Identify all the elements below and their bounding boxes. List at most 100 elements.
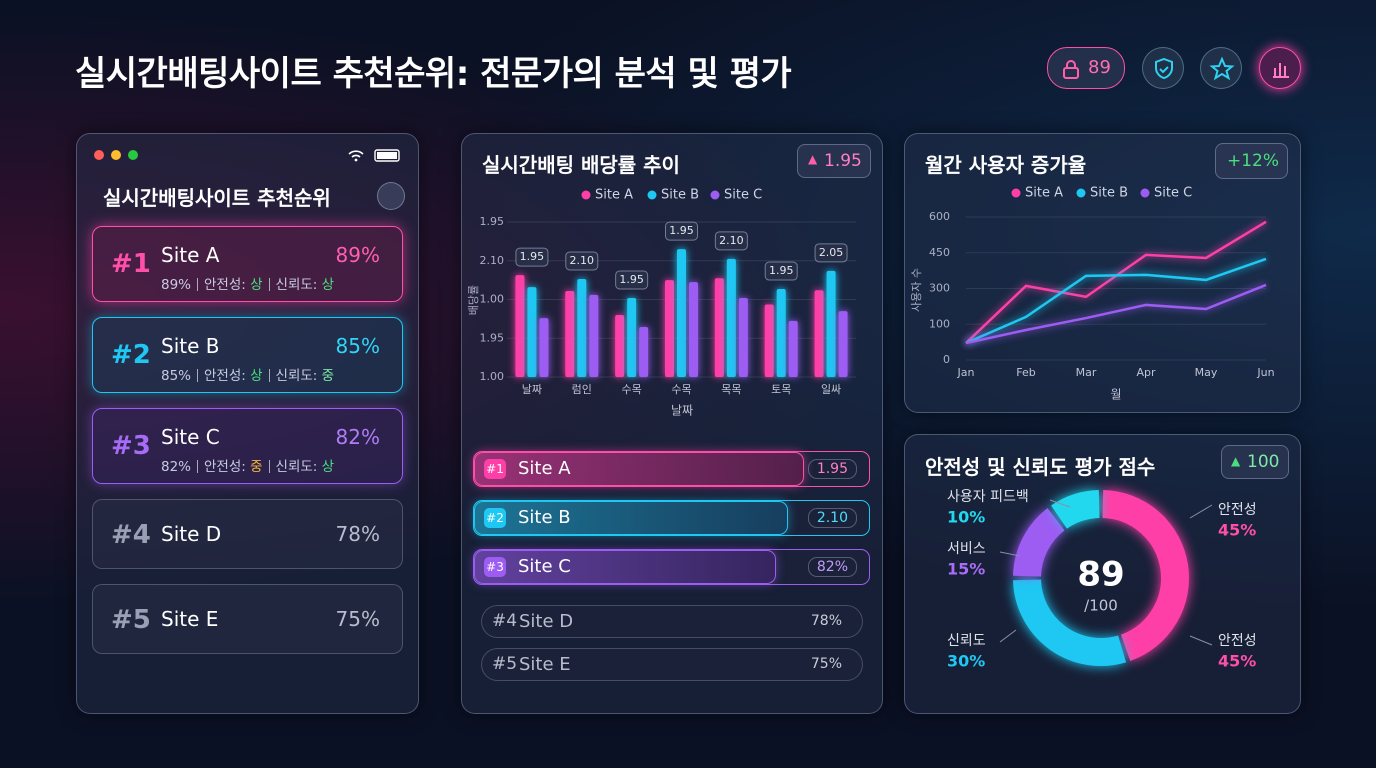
segment-label: 30% xyxy=(947,652,985,671)
callout-box xyxy=(615,270,649,290)
odds-badge-value: 1.95 xyxy=(824,151,862,171)
star-button[interactable] xyxy=(1200,47,1242,89)
callout-box xyxy=(814,243,848,263)
bar xyxy=(577,278,587,377)
rank: #5 xyxy=(492,654,518,674)
leader-line xyxy=(1049,499,1071,508)
users-panel: 월간 사용자 증가율 +12% xyxy=(904,133,1301,413)
y-tick-label: 100 xyxy=(929,317,950,330)
segment-name: 안전성 xyxy=(1218,633,1257,649)
odds-value: 82% xyxy=(807,557,857,577)
donut-segment xyxy=(1013,578,1127,666)
bar xyxy=(788,320,798,377)
details: 82% 안전성: 중 신뢰도: 상 xyxy=(161,455,334,475)
bar xyxy=(726,258,736,377)
callout-box xyxy=(764,261,798,281)
rank: #4 xyxy=(111,520,151,550)
odds-row[interactable]: #1 Site A 1.95 xyxy=(473,451,870,487)
x-tick-label: Jan xyxy=(957,366,975,379)
line-series xyxy=(965,220,1267,344)
x-tick-label: May xyxy=(1195,366,1218,379)
rank-item[interactable]: #5 Site E 75% xyxy=(92,584,403,654)
odds-row[interactable]: #4 Site D 78% xyxy=(481,605,863,638)
y-tick-label: 1.95 xyxy=(480,215,505,228)
users-title: 월간 사용자 증가율 xyxy=(925,153,1087,177)
odds-row[interactable]: #3 Site C 82% xyxy=(473,549,870,585)
site-name: Site E xyxy=(519,654,571,675)
rank-item[interactable]: #3 Site C 82% 82% 안전성: 중 신뢰도: 상 xyxy=(92,408,403,484)
y-tick-label: 2.10 xyxy=(480,254,505,267)
site-name: Site B xyxy=(518,507,571,528)
leader-line xyxy=(1189,504,1213,519)
rank-item[interactable]: #2 Site B 85% 85% 안전성: 상 신뢰도: 중 xyxy=(92,317,403,393)
x-axis-label: 날짜 xyxy=(671,404,693,418)
trust-label: 신뢰도: xyxy=(275,459,318,475)
legend-swatch xyxy=(1140,188,1150,198)
bar xyxy=(738,297,748,377)
site-name: Site C xyxy=(518,556,571,577)
settings-button[interactable] xyxy=(377,182,405,210)
callout: 2.10 xyxy=(719,234,744,247)
bar xyxy=(677,249,686,377)
segment-name: 서비스 xyxy=(947,541,986,557)
trust: 상 xyxy=(321,459,335,475)
line-series xyxy=(965,257,1267,345)
x-tick-label: 수목 xyxy=(622,383,642,396)
details: 85% 안전성: 상 신뢰도: 중 xyxy=(161,364,334,384)
callout: 1.95 xyxy=(769,264,794,277)
callout: 1.95 xyxy=(669,224,694,237)
segment-name: 신뢰도 xyxy=(947,633,986,649)
trust: 중 xyxy=(321,368,335,384)
odds-value: 75% xyxy=(810,656,842,672)
leader-line xyxy=(999,629,1017,643)
odds-row[interactable]: #2 Site B 2.10 xyxy=(473,500,870,536)
detail-score: 82% xyxy=(161,459,192,475)
legend-swatch xyxy=(647,190,657,200)
rank-item[interactable]: #1 Site A 89% 89% 안전성: 상 신뢰도: 상 xyxy=(92,226,403,302)
y-tick-label: 1.00 xyxy=(480,293,505,306)
x-tick-label: Feb xyxy=(1016,366,1035,379)
legend-label: Site A xyxy=(595,188,633,203)
legend-label: Site B xyxy=(1090,186,1128,201)
safety-label: 안전성: xyxy=(204,459,246,475)
callout: 1.95 xyxy=(619,273,644,286)
segment-label: 45% xyxy=(1218,521,1256,540)
score-badge-value: 100 xyxy=(1247,452,1280,472)
window-bar xyxy=(94,149,400,162)
lock-badge[interactable]: 89 xyxy=(1047,47,1125,89)
bar xyxy=(826,270,836,377)
score: 75% xyxy=(335,607,380,631)
x-tick-label: 목목 xyxy=(721,383,741,396)
x-tick-label: Apr xyxy=(1136,366,1156,379)
safety: 중 xyxy=(250,459,263,475)
donut-segment xyxy=(1102,490,1189,661)
chart-button[interactable] xyxy=(1259,47,1301,89)
score: 82% xyxy=(335,425,380,449)
bar xyxy=(814,290,824,377)
site-name: Site E xyxy=(161,607,219,631)
segment-name: 안전성 xyxy=(1218,502,1257,518)
bar xyxy=(565,290,575,377)
callout-box xyxy=(714,231,748,251)
legend-swatch xyxy=(710,190,720,200)
bar xyxy=(714,278,724,377)
shield-button[interactable] xyxy=(1142,47,1184,89)
callout: 2.10 xyxy=(570,254,595,267)
users-badge-value: +12% xyxy=(1227,151,1280,171)
x-tick-label: 일싸 xyxy=(821,382,841,396)
rank: #1 xyxy=(111,249,151,279)
safety: 상 xyxy=(250,277,263,293)
rank-item[interactable]: #4 Site D 78% xyxy=(92,499,403,569)
donut-segment xyxy=(1013,508,1065,578)
y-tick-label: 0 xyxy=(943,353,950,366)
x-tick-label: Jun xyxy=(1256,366,1274,379)
x-tick-label: 토목 xyxy=(771,383,791,396)
odds-row[interactable]: #5 Site E 75% xyxy=(481,648,863,681)
detail-score: 89% xyxy=(161,277,192,293)
y-tick-label: 600 xyxy=(929,210,950,223)
score-badge: ▲ 100 xyxy=(1221,445,1289,479)
score: 89% xyxy=(335,243,380,267)
bar xyxy=(639,327,649,377)
odds-value: 2.10 xyxy=(807,508,857,528)
segment-label: 45% xyxy=(1218,652,1256,671)
